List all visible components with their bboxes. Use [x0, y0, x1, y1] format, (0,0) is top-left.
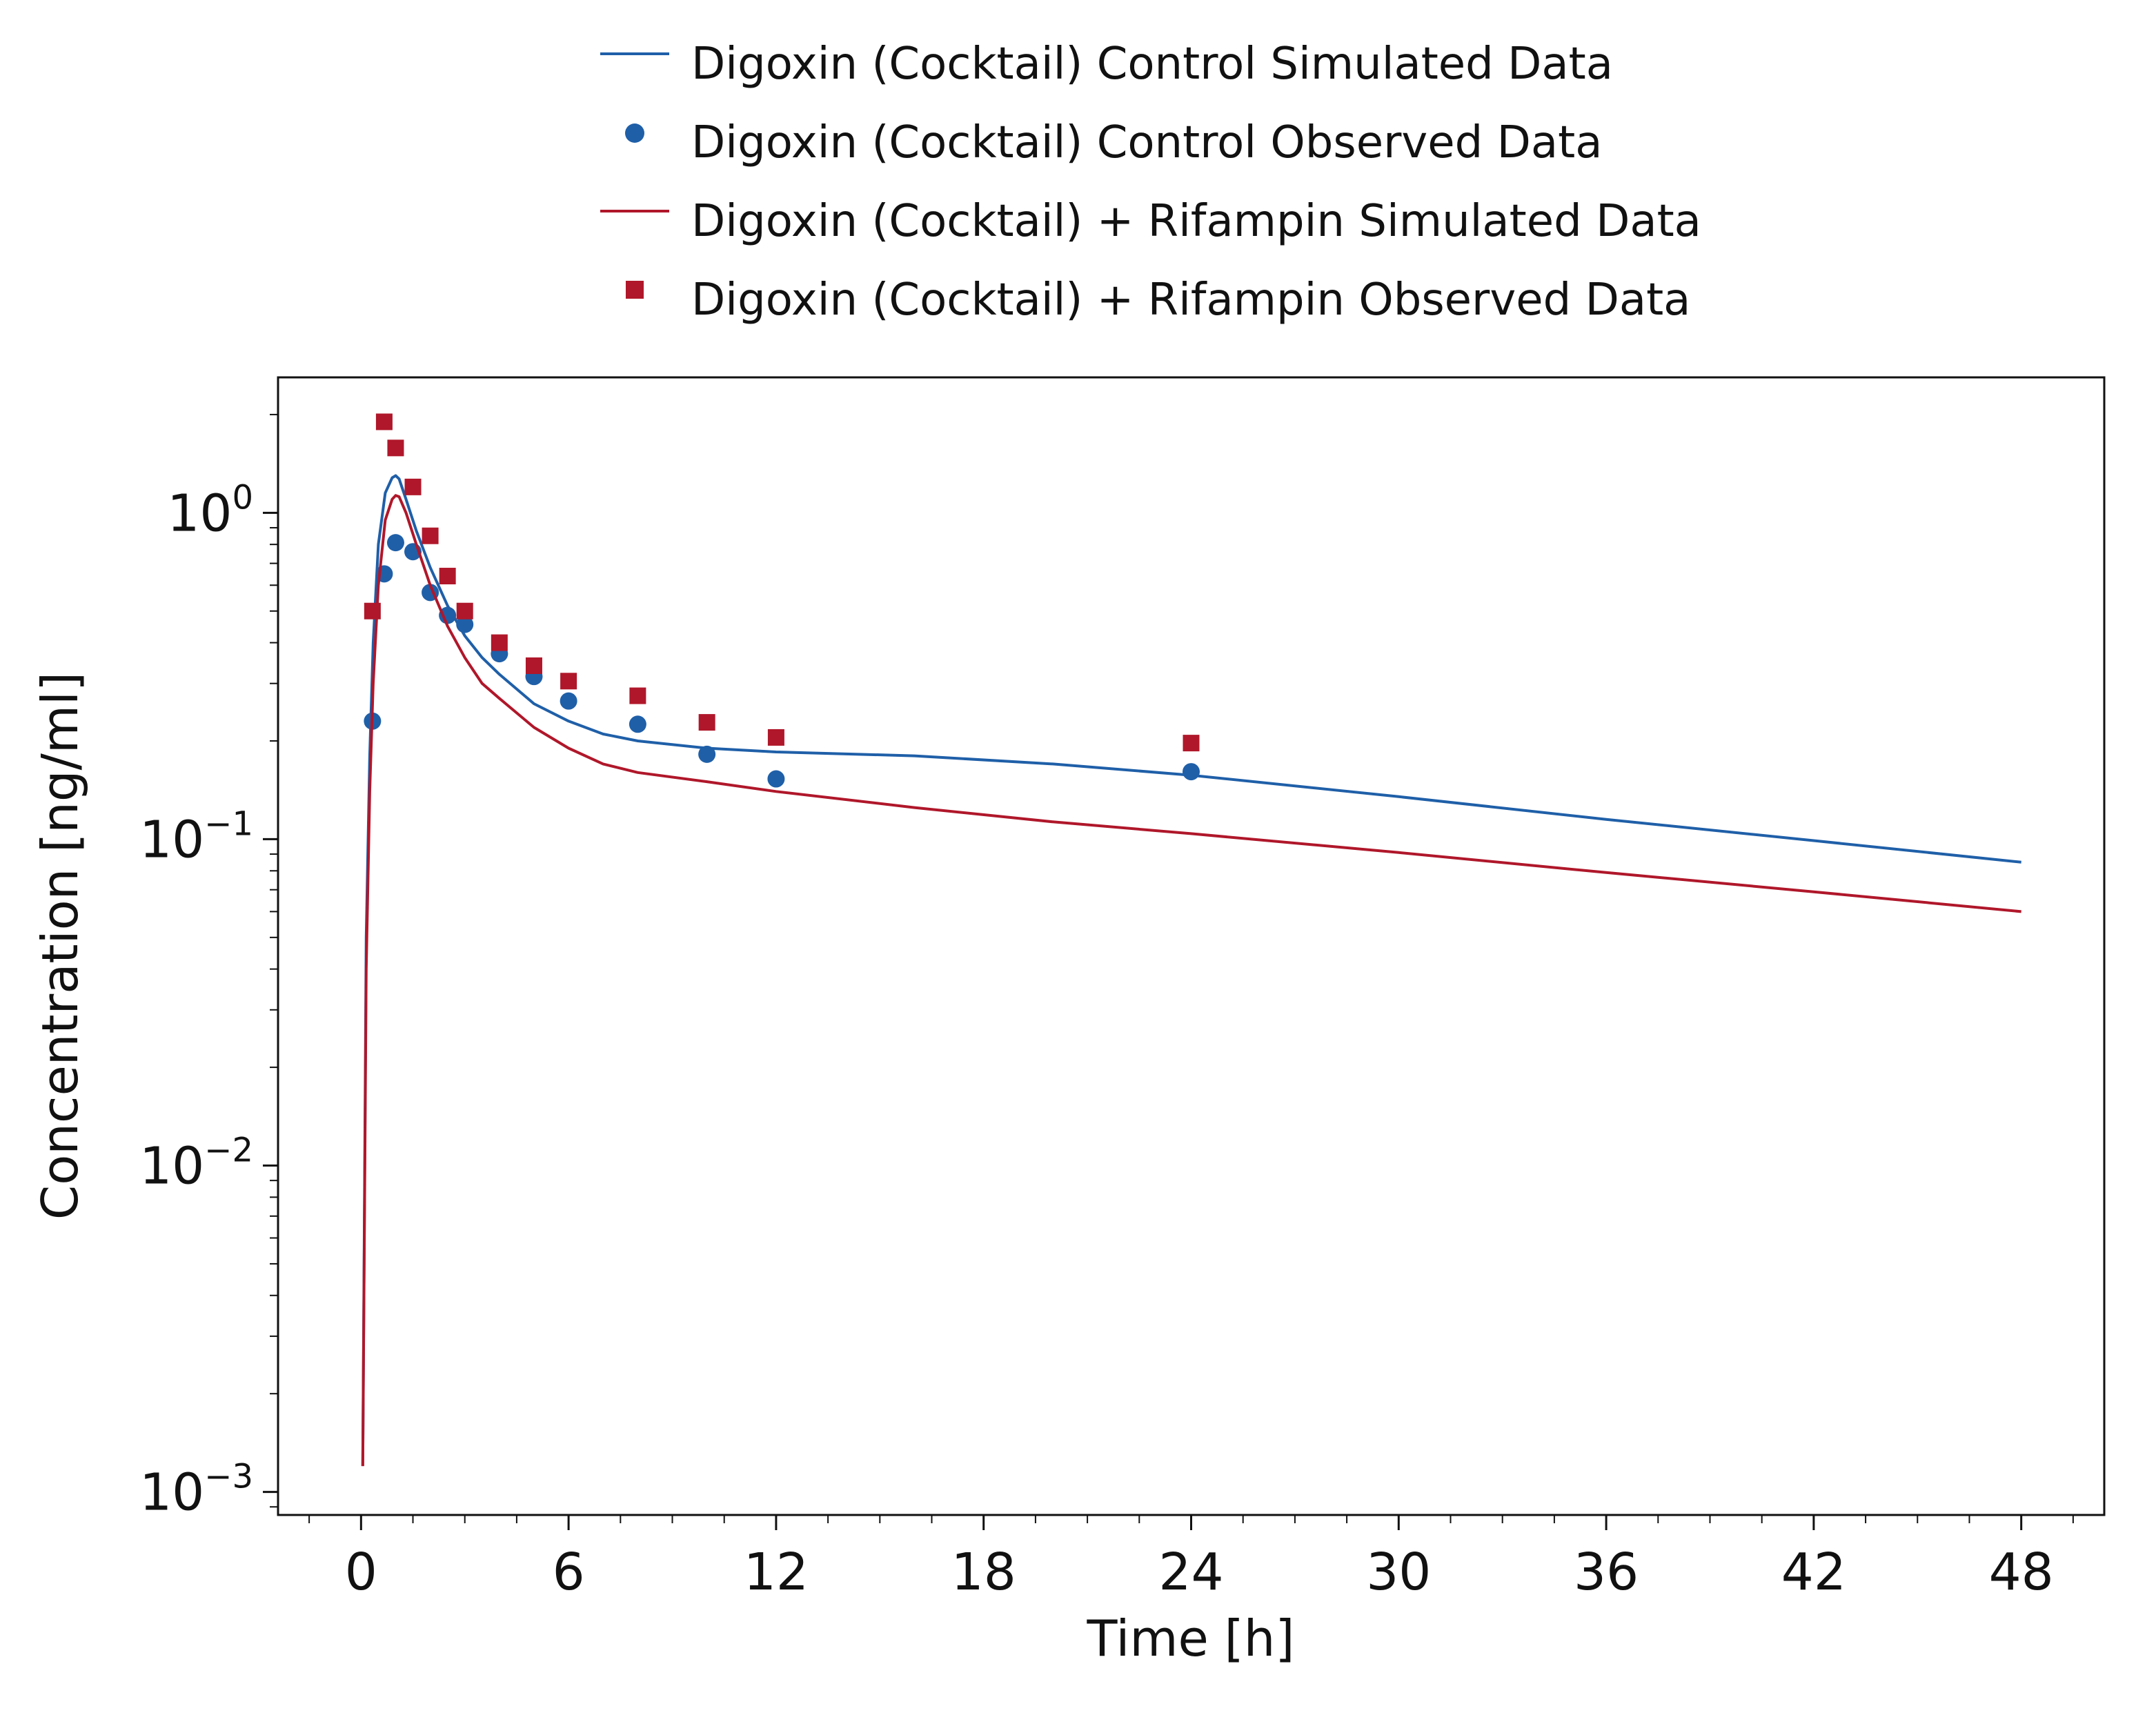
- series-3-point-9: [560, 673, 577, 690]
- x-tick-label-42: 42: [1781, 1543, 1846, 1602]
- series-1-point-9: [560, 692, 577, 710]
- x-tick-label-24: 24: [1158, 1543, 1223, 1602]
- series-3-point-10: [629, 687, 646, 704]
- series-3-point-5: [439, 568, 456, 585]
- legend-entry-control-observed: Digoxin (Cocktail) Control Observed Data: [625, 117, 1602, 168]
- legend-label-rifampin-simulated: Digoxin (Cocktail) + Rifampin Simulated …: [691, 196, 1701, 247]
- series-1-point-13: [1183, 763, 1200, 781]
- legend-swatch-control-observed: [625, 123, 644, 143]
- series-1-point-6: [456, 615, 474, 633]
- plot-area: 0 6 12 18 24 30 36 42 48 10−3 10−2 10−1 100: [139, 413, 2074, 1602]
- series-3-point-11: [698, 714, 715, 731]
- x-tick-label-48: 48: [1989, 1543, 2054, 1602]
- y-tick-label-0: 10−3: [139, 1458, 253, 1523]
- series-line-2: [361, 494, 2021, 1467]
- y-axis-title: Concentration [ng/ml]: [31, 672, 89, 1220]
- series-1-point-11: [698, 745, 716, 763]
- series-3-point-12: [767, 729, 784, 746]
- x-tick-label-12: 12: [744, 1543, 809, 1602]
- series-3-point-8: [525, 657, 542, 674]
- legend-label-control-simulated: Digoxin (Cocktail) Control Simulated Dat…: [691, 39, 1613, 90]
- x-tick-label-36: 36: [1574, 1543, 1639, 1602]
- legend-label-control-observed: Digoxin (Cocktail) Control Observed Data: [691, 117, 1602, 168]
- x-axis-title: Time [h]: [1087, 1609, 1295, 1667]
- series-1-point-10: [629, 715, 646, 733]
- series-1-point-12: [767, 770, 785, 788]
- y-tick-label-1: 10−2: [139, 1131, 253, 1196]
- series-1-point-5: [439, 606, 457, 624]
- series-line-0: [361, 474, 2021, 1467]
- legend-label-rifampin-observed: Digoxin (Cocktail) + Rifampin Observed D…: [691, 275, 1690, 326]
- legend-entry-control-simulated: Digoxin (Cocktail) Control Simulated Dat…: [600, 39, 1613, 90]
- series-3-point-7: [491, 634, 508, 651]
- x-tick-label-0: 0: [345, 1543, 377, 1602]
- series-1-point-2: [386, 534, 404, 552]
- y-tick-label-2: 10−1: [139, 804, 253, 869]
- series-3-point-3: [404, 478, 422, 495]
- legend-entry-rifampin-simulated: Digoxin (Cocktail) + Rifampin Simulated …: [600, 196, 1701, 247]
- series-3-point-6: [456, 602, 473, 620]
- series-3-point-2: [387, 439, 404, 457]
- legend: Digoxin (Cocktail) Control Simulated Dat…: [600, 39, 1701, 326]
- x-tick-label-6: 6: [553, 1543, 585, 1602]
- legend-entry-rifampin-observed: Digoxin (Cocktail) + Rifampin Observed D…: [626, 275, 1690, 326]
- series-3-point-4: [422, 527, 439, 544]
- series-3-point-13: [1183, 735, 1200, 752]
- y-tick-label-3: 100: [167, 478, 253, 543]
- legend-swatch-rifampin-observed: [626, 281, 644, 299]
- x-tick-label-18: 18: [951, 1543, 1016, 1602]
- x-tick-label-30: 30: [1366, 1543, 1431, 1602]
- series-3-point-1: [375, 413, 393, 430]
- series-3-point-0: [364, 602, 381, 620]
